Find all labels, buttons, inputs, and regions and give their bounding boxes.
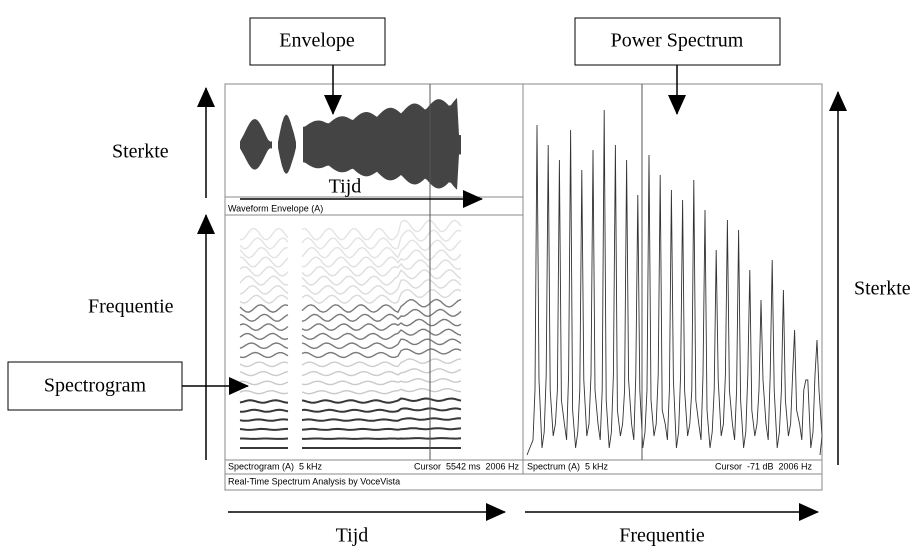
spectrogram-line — [301, 308, 462, 323]
spectrogram-line — [302, 437, 462, 440]
spectrogram-line — [301, 358, 462, 368]
spectrogram-line — [239, 370, 289, 377]
axis-label: Tijd — [336, 525, 369, 547]
footer-text: Real-Time Spectrum Analysis by VoceVista — [228, 476, 400, 486]
spectrogram-line — [301, 338, 462, 350]
callout-label: Power Spectrum — [611, 30, 744, 52]
callout-label: Envelope — [279, 30, 355, 52]
app-window: Waveform Envelope (A) Spectrogram (A) 5 … — [224, 83, 823, 491]
spectrogram-line — [239, 246, 289, 259]
spectrogram-line — [301, 219, 462, 241]
spectrogram-line — [239, 323, 289, 332]
envelope-shape — [278, 114, 296, 174]
callout-box — [574, 17, 781, 66]
spectrogram-line — [239, 304, 289, 313]
spectrogram-line — [301, 239, 462, 259]
spectrogram-line — [301, 229, 462, 250]
status-text: Cursor 5542 ms 2006 Hz — [414, 461, 520, 471]
panel-title: Waveform Envelope (A) — [228, 203, 323, 213]
spectrogram-line — [239, 389, 289, 395]
axis-label: Frequentie — [88, 296, 174, 318]
spectrogram-line — [239, 294, 289, 304]
callout-label: Spectrogram — [44, 375, 147, 397]
axis-label: Sterkte — [112, 141, 169, 163]
spectrogram-line — [239, 265, 289, 277]
callout-box — [249, 17, 386, 66]
spectrogram-line — [239, 237, 289, 250]
spectrogram-line — [301, 397, 462, 404]
spectrogram-line — [239, 380, 289, 386]
spectrogram-line — [301, 368, 462, 377]
spectrogram-line — [301, 417, 462, 422]
spectrogram-line — [301, 278, 462, 295]
spectrogram-line — [301, 318, 462, 332]
spectrogram-line — [239, 418, 289, 422]
spectrogram-line — [240, 408, 289, 413]
spectrogram-line — [239, 313, 289, 323]
spectrum-line — [526, 109, 823, 456]
spectrogram-line — [301, 328, 462, 341]
spectrogram-line — [239, 332, 289, 341]
axis-label: Tijd — [329, 176, 362, 198]
axis-label: Frequentie — [619, 525, 705, 547]
spectrogram-line — [239, 256, 289, 268]
spectrum-plot — [526, 109, 823, 456]
spectrogram-line — [239, 284, 289, 295]
spectrogram-line — [239, 275, 289, 286]
spectrogram-line — [239, 361, 289, 368]
spectrogram-line — [301, 249, 462, 268]
spectrogram-plot — [239, 219, 462, 449]
spectrogram-line — [301, 298, 462, 314]
envelope-shape — [240, 119, 272, 170]
spectrogram-line — [301, 348, 462, 359]
spectrogram-line — [301, 427, 462, 431]
spectrogram-line — [301, 288, 462, 304]
spectrogram-line — [239, 351, 289, 359]
spectrogram-line — [301, 387, 462, 395]
spectrogram-line — [239, 342, 289, 350]
spectrogram-line — [239, 427, 289, 431]
envelope-shape — [303, 97, 461, 190]
envelope-plot — [240, 97, 461, 190]
spectrogram-line — [239, 399, 289, 404]
axis-label: Sterkte — [854, 278, 911, 300]
spectrogram-line — [239, 227, 289, 241]
spectrogram-line — [301, 269, 462, 286]
spectrogram-line — [301, 377, 462, 386]
status-text: Spectrogram (A) 5 kHz — [228, 461, 323, 471]
spectrogram-line — [301, 407, 462, 413]
status-text: Spectrum (A) 5 kHz — [527, 461, 609, 471]
status-text: Cursor -71 dB 2006 Hz — [715, 461, 813, 471]
spectrogram-line — [301, 259, 462, 277]
